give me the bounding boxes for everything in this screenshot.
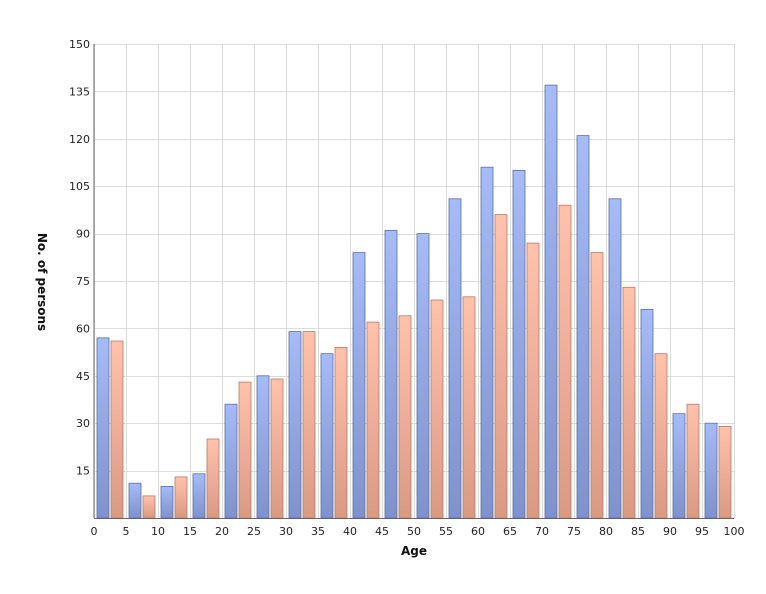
x-tick-label: 85 <box>631 525 645 538</box>
bar-series-1-bin-75 <box>576 135 590 519</box>
bars <box>96 84 732 519</box>
bar-series-1-bin-50 <box>416 233 430 519</box>
y-tick-label: 105 <box>69 180 90 193</box>
x-tick-label: 40 <box>343 525 357 538</box>
x-axis-ticks: 0 5 10 15 20 25 30 35 40 45 50 55 60 65 70 75 80 85 90 95 10… <box>91 525 745 538</box>
bar-series-1-bin-60 <box>480 166 494 519</box>
x-tick-label: 30 <box>279 525 293 538</box>
bar-series-2-bin-85 <box>654 353 668 519</box>
bar-series-1-bin-70 <box>544 84 558 519</box>
y-tick-label: 135 <box>69 85 90 98</box>
bar-series-1-bin-25 <box>256 375 270 519</box>
bar-series-2-bin-5 <box>142 495 156 519</box>
bar-series-1-bin-20 <box>224 403 238 519</box>
bar-series-1-bin-10 <box>160 485 174 519</box>
x-tick-label: 45 <box>375 525 389 538</box>
y-axis-ticks: 15 30 45 60 75 90 105 120 135 150 <box>69 38 90 478</box>
y-tick-label: 150 <box>69 38 90 51</box>
y-tick-label: 60 <box>76 322 90 335</box>
bar-series-2-bin-65 <box>526 242 540 519</box>
bar-series-1-bin-0 <box>96 337 110 519</box>
bar-series-2-bin-35 <box>334 346 348 519</box>
bar-series-2-bin-45 <box>398 315 412 519</box>
bar-series-2-bin-20 <box>238 381 252 519</box>
y-tick-label: 90 <box>76 228 90 241</box>
x-tick-label: 0 <box>91 525 98 538</box>
y-tick-label: 75 <box>76 275 90 288</box>
x-tick-label: 95 <box>695 525 709 538</box>
x-tick-label: 60 <box>471 525 485 538</box>
bar-series-1-bin-65 <box>512 169 526 519</box>
bar-series-1-bin-5 <box>128 482 142 519</box>
bar-series-2-bin-90 <box>686 403 700 519</box>
bar-series-2-bin-15 <box>206 438 220 519</box>
bar-series-1-bin-40 <box>352 252 366 519</box>
bar-series-1-bin-35 <box>320 353 334 519</box>
y-axis-title: No. of persons <box>35 233 49 331</box>
bar-series-1-bin-15 <box>192 473 206 519</box>
bar-series-1-bin-30 <box>288 331 302 519</box>
x-tick-label: 90 <box>663 525 677 538</box>
x-tick-label: 70 <box>535 525 549 538</box>
bar-series-1-bin-80 <box>608 198 622 519</box>
x-tick-label: 15 <box>183 525 197 538</box>
bar-series-2-bin-55 <box>462 296 476 519</box>
bar-series-2-bin-70 <box>558 204 572 519</box>
x-tick-label: 20 <box>215 525 229 538</box>
axes <box>93 44 734 519</box>
x-tick-label: 35 <box>311 525 325 538</box>
x-axis-title: Age <box>401 544 427 558</box>
bar-series-2-bin-30 <box>302 331 316 519</box>
x-tick-label: 50 <box>407 525 421 538</box>
x-tick-label: 55 <box>439 525 453 538</box>
bar-series-2-bin-50 <box>430 299 444 519</box>
y-tick-label: 30 <box>76 417 90 430</box>
y-tick-label: 120 <box>69 133 90 146</box>
bar-series-2-bin-60 <box>494 214 508 519</box>
grid <box>94 44 735 518</box>
y-tick-label: 45 <box>76 370 90 383</box>
bar-series-1-bin-85 <box>640 308 654 519</box>
x-tick-label: 100 <box>724 525 745 538</box>
bar-series-2-bin-80 <box>622 286 636 519</box>
bar-series-1-bin-55 <box>448 198 462 519</box>
x-tick-label: 25 <box>247 525 261 538</box>
x-tick-label: 80 <box>599 525 613 538</box>
bar-series-2-bin-40 <box>366 321 380 519</box>
bar-series-2-bin-0 <box>110 340 124 519</box>
bar-series-1-bin-90 <box>672 413 686 519</box>
y-tick-label: 15 <box>76 465 90 478</box>
bar-series-1-bin-45 <box>384 229 398 519</box>
x-tick-label: 10 <box>151 525 165 538</box>
x-tick-label: 5 <box>123 525 130 538</box>
bar-series-2-bin-75 <box>590 252 604 519</box>
bar-series-2-bin-25 <box>270 378 284 519</box>
bar-series-1-bin-95 <box>704 422 718 519</box>
x-tick-label: 65 <box>503 525 517 538</box>
bar-series-2-bin-95 <box>718 425 732 519</box>
bar-series-2-bin-10 <box>174 476 188 519</box>
x-tick-label: 75 <box>567 525 581 538</box>
